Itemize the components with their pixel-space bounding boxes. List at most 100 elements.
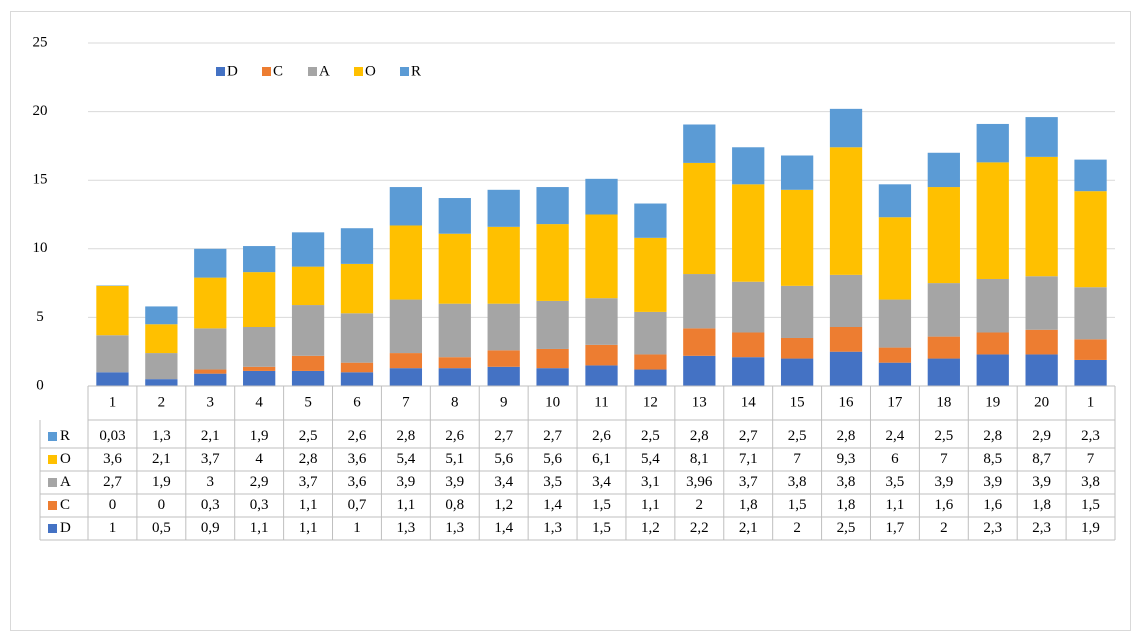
table-cell: 0,7: [348, 497, 367, 513]
x-tick-label: 10: [545, 394, 560, 410]
bar-segment: [1025, 354, 1058, 386]
table-cell: 1,9: [250, 428, 269, 444]
table-cell: 7: [940, 451, 948, 467]
bar-segment: [976, 123, 1009, 163]
table-series-label: D: [60, 520, 71, 536]
bar-segment: [1074, 287, 1107, 340]
bar-segment: [487, 226, 520, 304]
bar-segment: [585, 365, 618, 386]
table-cell: 1: [109, 520, 117, 536]
bar-segment: [243, 327, 276, 367]
bar-segment: [340, 372, 374, 386]
bar-segment: [438, 198, 471, 234]
x-tick-label: 8: [451, 394, 459, 410]
bar-segment: [243, 246, 276, 273]
table-legend-swatch: [48, 478, 57, 487]
table-cell: 9,3: [837, 451, 856, 467]
bar-segment: [536, 187, 569, 225]
legend-label: D: [227, 63, 238, 79]
table-cell: 5,6: [543, 451, 562, 467]
y-tick-label: 10: [33, 240, 48, 256]
table-legend-swatch: [48, 432, 57, 441]
bar-segment: [927, 152, 960, 188]
table-legend-swatch: [48, 455, 57, 464]
table-cell: 0: [158, 497, 166, 513]
bar-segment: [291, 305, 325, 356]
x-tick-label: 14: [741, 394, 757, 410]
bar-segment: [927, 358, 960, 386]
bar-segment: [145, 306, 178, 325]
bar-segment: [878, 299, 912, 348]
table-cell: 2,5: [641, 428, 660, 444]
table-cell: 5,4: [641, 451, 660, 467]
bar-segment: [291, 355, 325, 371]
table-cell: 3,6: [103, 451, 122, 467]
x-tick-label: 18: [936, 394, 951, 410]
bar-segment: [243, 366, 276, 371]
bar-segment: [780, 358, 814, 386]
table-cell: 2,8: [983, 428, 1002, 444]
bar-segment: [145, 324, 178, 354]
table-cell: 7,1: [739, 451, 758, 467]
table-cell: 1,2: [641, 520, 660, 536]
table-cell: 2,7: [494, 428, 513, 444]
bar-segment: [1025, 117, 1058, 157]
table-cell: 2,5: [788, 428, 807, 444]
table-cell: 2,6: [592, 428, 611, 444]
bar-segment: [683, 355, 716, 386]
legend-swatch: [354, 67, 363, 76]
bar-segment: [438, 233, 471, 304]
table-cell: 2,7: [739, 428, 758, 444]
legend-swatch: [262, 67, 271, 76]
table-cell: 3,9: [445, 474, 464, 490]
table-cell: 2,5: [837, 520, 856, 536]
legend-label: C: [273, 63, 283, 79]
y-tick-label: 0: [36, 377, 44, 393]
table-cell: 0,8: [445, 497, 464, 513]
table-cell: 1,1: [250, 520, 269, 536]
bar-segment: [389, 353, 423, 369]
x-tick-label: 6: [353, 394, 361, 410]
bar-segment: [585, 214, 618, 299]
table-cell: 3,9: [934, 474, 953, 490]
table-cell: 2,8: [837, 428, 856, 444]
bar-segment: [634, 203, 667, 238]
table-cell: 5,1: [445, 451, 464, 467]
table-cell: 1,1: [886, 497, 905, 513]
bar-segment: [683, 124, 716, 163]
table-cell: 1,2: [494, 497, 513, 513]
bar-segment: [634, 354, 667, 370]
bar-segment: [487, 366, 520, 386]
table-cell: 0,03: [99, 428, 125, 444]
table-cell: 1,7: [886, 520, 905, 536]
bar-segment: [1025, 329, 1058, 355]
table-cell: 3,7: [739, 474, 758, 490]
table-cell: 2,2: [690, 520, 709, 536]
table-cell: 8,7: [1032, 451, 1051, 467]
bar-segment: [1074, 159, 1107, 192]
legend-label: A: [319, 63, 330, 79]
bar-segment: [878, 362, 912, 386]
bar-segment: [732, 281, 765, 333]
x-tick-label: 1: [1087, 394, 1095, 410]
bar-segment: [536, 300, 569, 349]
table-cell: 7: [1087, 451, 1095, 467]
bar-segment: [585, 178, 618, 215]
bar-segment: [1025, 276, 1058, 330]
bar-segment: [243, 370, 276, 386]
bar-segment: [829, 147, 863, 275]
bar-segment: [829, 274, 863, 328]
table-cell: 2: [940, 520, 948, 536]
table-cell: 2,3: [1032, 520, 1051, 536]
table-cell: 2,1: [152, 451, 171, 467]
bar-segment: [536, 368, 569, 386]
bar-segment: [291, 266, 325, 306]
table-cell: 3,9: [983, 474, 1002, 490]
table-cell: 0,9: [201, 520, 220, 536]
x-tick-label: 19: [985, 394, 1000, 410]
bar-segment: [145, 353, 178, 380]
table-cell: 0: [109, 497, 117, 513]
bar-segment: [291, 232, 325, 267]
bar-segment: [732, 147, 765, 185]
